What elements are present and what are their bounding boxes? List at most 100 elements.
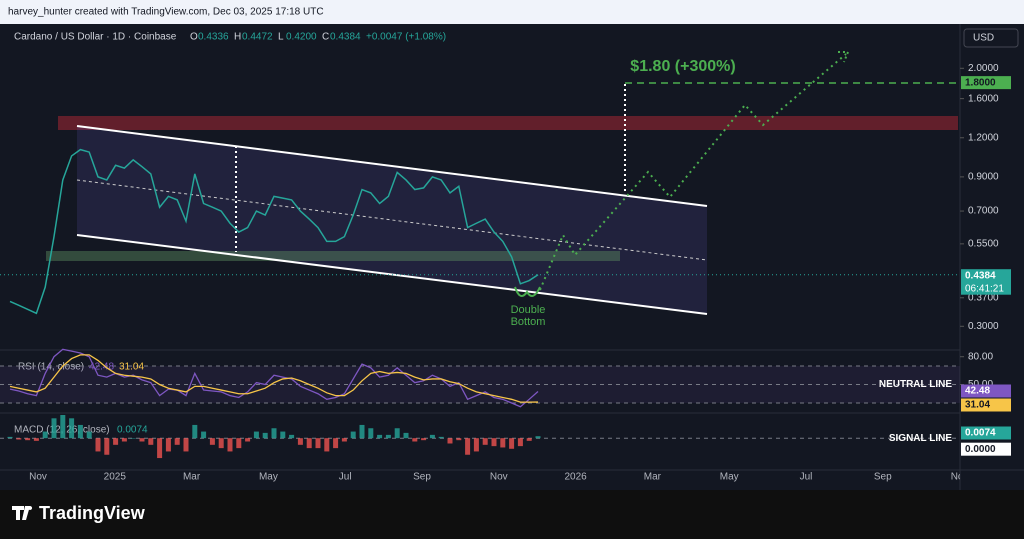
- macd-bar: [517, 438, 523, 447]
- macd-bar: [139, 438, 145, 442]
- macd-bar: [280, 431, 286, 439]
- rsi-legend-value: 31.04: [119, 362, 144, 373]
- y-tick-label: 2.0000: [968, 63, 999, 74]
- macd-bar: [60, 415, 66, 439]
- last-price-tag: 0.4384: [965, 270, 996, 281]
- macd-bar: [209, 438, 215, 445]
- macd-value-tag: 0.0074: [965, 428, 996, 439]
- ohlc-key: L: [278, 32, 284, 43]
- macd-bar: [456, 438, 462, 441]
- ohlc-key: H: [234, 32, 241, 43]
- target-tag: 1.8000: [965, 77, 996, 88]
- macd-bar: [491, 438, 497, 447]
- ohlc-key: C: [322, 32, 329, 43]
- macd-bar: [324, 438, 330, 452]
- macd-bar: [253, 431, 259, 439]
- macd-bar: [16, 438, 22, 440]
- target-tag-bg: [961, 76, 1011, 90]
- ohlc-key: O: [190, 32, 198, 43]
- x-tick-label: Mar: [644, 472, 662, 483]
- price-line: [9, 148, 539, 315]
- macd-bar: [113, 438, 119, 445]
- y-tick-label: 80.00: [968, 351, 993, 362]
- y-tick-label: 0.0000: [965, 444, 996, 455]
- macd-legend-value: 0.0074: [117, 425, 148, 436]
- macd-bar: [535, 436, 541, 439]
- macd-bar: [236, 438, 242, 449]
- macd-bar: [394, 428, 400, 439]
- macd-bar: [447, 438, 453, 444]
- macd-bar: [69, 418, 75, 439]
- x-tick-label: May: [259, 472, 278, 483]
- x-tick-label: May: [720, 472, 739, 483]
- macd-bar: [33, 438, 39, 441]
- rsi-value-tag-bg: [961, 384, 1011, 398]
- macd-bar: [315, 438, 321, 449]
- x-tick-label: Sep: [874, 472, 892, 483]
- macd-bar: [526, 438, 532, 441]
- ohlc-value: 0.4472: [242, 32, 273, 43]
- resistance-zone: [58, 116, 958, 130]
- macd-bar: [86, 431, 92, 439]
- y-tick-label: 1.2000: [968, 132, 999, 143]
- ohlc-value: 0.4384: [330, 32, 361, 43]
- macd-bar: [509, 438, 515, 449]
- countdown-bg: [961, 281, 1011, 295]
- macd-bar: [438, 436, 444, 439]
- x-tick-label: 2026: [564, 472, 587, 483]
- macd-bar: [341, 438, 347, 442]
- macd-bar: [500, 438, 506, 448]
- x-tick-label: Jul: [800, 472, 813, 483]
- x-tick-label: Nov: [951, 472, 969, 483]
- attribution: harvey_hunter created with TradingView.c…: [8, 7, 324, 18]
- macd-bar: [25, 438, 31, 441]
- macd-bar: [130, 438, 136, 439]
- macd-bar: [359, 424, 365, 439]
- change: +0.0047 (+1.08%): [366, 32, 446, 43]
- macd-bar: [165, 438, 171, 452]
- macd-bar: [192, 424, 198, 439]
- macd-bar: [227, 438, 233, 452]
- macd-bar: [218, 438, 224, 449]
- symbol-title: Cardano / US Dollar · 1D · Coinbase: [14, 32, 177, 43]
- macd-bar: [148, 438, 154, 445]
- macd-bar: [412, 438, 418, 442]
- macd-bar: [95, 438, 101, 452]
- macd-bar: [429, 434, 435, 439]
- rsi-line: [9, 354, 539, 403]
- macd-bar: [385, 434, 391, 439]
- ohlc-value: 0.4200: [286, 32, 317, 43]
- x-tick-label: Jul: [339, 472, 352, 483]
- currency[interactable]: USD: [973, 33, 994, 44]
- ohlc-value: 0.4336: [198, 32, 229, 43]
- rsi-value-tag: 31.04: [965, 400, 990, 411]
- channel-mid: [76, 179, 708, 261]
- countdown: 06:41:21: [965, 283, 1004, 294]
- macd-bar: [7, 436, 13, 439]
- last-price-tag-bg: [961, 269, 1011, 283]
- macd-bar: [289, 434, 295, 439]
- y-tick-label: 0.5500: [968, 238, 999, 249]
- macd-bar: [42, 431, 48, 439]
- pattern-annotation: Double: [511, 304, 546, 316]
- currency-button[interactable]: [963, 28, 1019, 48]
- macd-bar: [157, 438, 163, 459]
- macd-bar: [245, 438, 251, 442]
- logo-text: TradingView: [39, 503, 146, 523]
- x-tick-label: Nov: [490, 472, 508, 483]
- macd-bar: [51, 418, 57, 439]
- x-tick-label: 2025: [104, 472, 127, 483]
- rsi-title: RSI (14, close): [18, 362, 84, 373]
- y-tick-label: 0.3700: [968, 292, 999, 303]
- macd-bar: [174, 438, 180, 445]
- macd-bar: [121, 438, 127, 442]
- pattern-annotation: Bottom: [511, 316, 546, 328]
- macd-bar: [77, 424, 83, 439]
- rsi-value-tag-bg: [961, 398, 1011, 412]
- macd-bar: [262, 432, 268, 439]
- macd-bar: [482, 438, 488, 445]
- footer: [0, 490, 1024, 539]
- top-bar: [0, 0, 1024, 24]
- macd-bar: [104, 438, 110, 455]
